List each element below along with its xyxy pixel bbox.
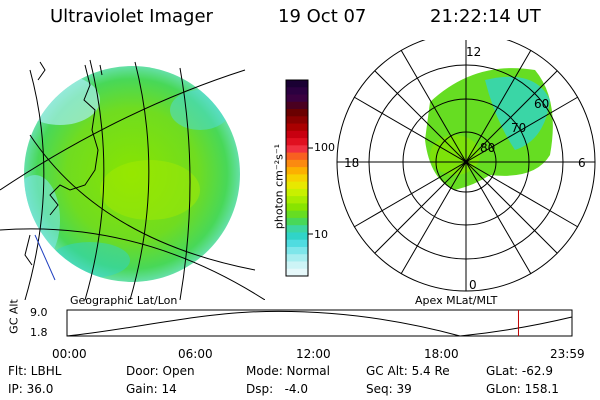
timeline-xtick-1200: 12:00 — [296, 347, 331, 361]
polar-grid — [336, 40, 596, 292]
date-label: 19 Oct 07 — [278, 6, 367, 27]
info-glon: GLon: 158.1 — [486, 382, 559, 396]
timeline-ytick-max: 9.0 — [30, 306, 48, 319]
colorbar-band — [286, 246, 308, 255]
polar-mlat-mlt-panel — [336, 40, 596, 292]
geographic-image-panel — [0, 59, 265, 300]
time-label: 21:22:14 UT — [430, 6, 541, 27]
timeline-xtick-0000: 00:00 — [52, 347, 87, 361]
colorbar-band — [286, 261, 308, 270]
info-door: Door: Open — [126, 364, 195, 378]
mlat-label-60: 60 — [534, 97, 550, 111]
mlat-label-70: 70 — [511, 121, 527, 135]
colorbar-label: photon cm⁻²s⁻¹ — [272, 143, 286, 230]
mlt-label-6: 6 — [578, 156, 586, 170]
colorbar-band — [286, 210, 308, 219]
mlt-label-18: 18 — [344, 156, 360, 170]
colorbar-band — [286, 80, 308, 88]
colorbar-band — [286, 145, 308, 154]
colorbar-band — [286, 188, 308, 197]
colorbar-band — [286, 87, 308, 96]
timeline-ylabel: GC Alt — [7, 299, 21, 334]
info-glat: GLat: -62.9 — [486, 364, 553, 378]
colorbar-band — [286, 130, 308, 139]
info-gain: Gain: 14 — [126, 382, 177, 396]
colorbar-band — [286, 268, 308, 277]
info-gc-alt: GC Alt: 5.4 Re — [366, 364, 450, 378]
colorbar-band — [286, 254, 308, 262]
timeline-xtick-1800: 18:00 — [424, 347, 459, 361]
timeline-xtick-0600: 06:00 — [178, 347, 213, 361]
right-panel-caption: Apex MLat/MLT — [415, 294, 498, 307]
colorbar-band — [286, 217, 308, 226]
colorbar-band — [286, 225, 308, 233]
colorbar-band — [286, 94, 308, 103]
timeline-xtick-2359: 23:59 — [550, 347, 585, 361]
lat-lon-grid — [0, 59, 265, 300]
colorbar-tick-100: 100 — [314, 141, 335, 154]
colorbar — [285, 79, 313, 277]
coastline — [24, 61, 103, 266]
colorbar-band — [286, 232, 308, 241]
info-dsp: Dsp: -4.0 — [246, 382, 309, 396]
colorbar-band — [286, 152, 308, 161]
colorbar-band — [286, 138, 308, 146]
colorbar-band — [286, 159, 308, 168]
colorbar-band — [286, 116, 308, 125]
colorbar-band — [286, 239, 308, 248]
app-title: Ultraviolet Imager — [50, 6, 213, 27]
altitude-timeline-plot — [66, 309, 573, 337]
colorbar-band — [286, 203, 308, 212]
colorbar-band — [286, 181, 308, 190]
colorbar-band — [286, 196, 308, 204]
altitude-curve — [66, 310, 573, 337]
timeline-ytick-min: 1.8 — [30, 326, 48, 339]
mlat-label-80: 80 — [480, 141, 496, 155]
colorbar-band — [286, 109, 308, 117]
info-mode: Mode: Normal — [246, 364, 330, 378]
colorbar-band — [286, 174, 308, 183]
info-ip: IP: 36.0 — [8, 382, 54, 396]
colorbar-band — [286, 167, 308, 175]
mlt-label-0: 0 — [469, 278, 477, 292]
info-seq: Seq: 39 — [366, 382, 412, 396]
colorbar-band — [286, 123, 308, 132]
info-filter: Flt: LBHL — [8, 364, 62, 378]
left-panel-caption: Geographic Lat/Lon — [70, 294, 178, 307]
mlt-label-12: 12 — [466, 45, 482, 59]
colorbar-band — [286, 101, 308, 110]
colorbar-tick-10: 10 — [314, 228, 328, 241]
